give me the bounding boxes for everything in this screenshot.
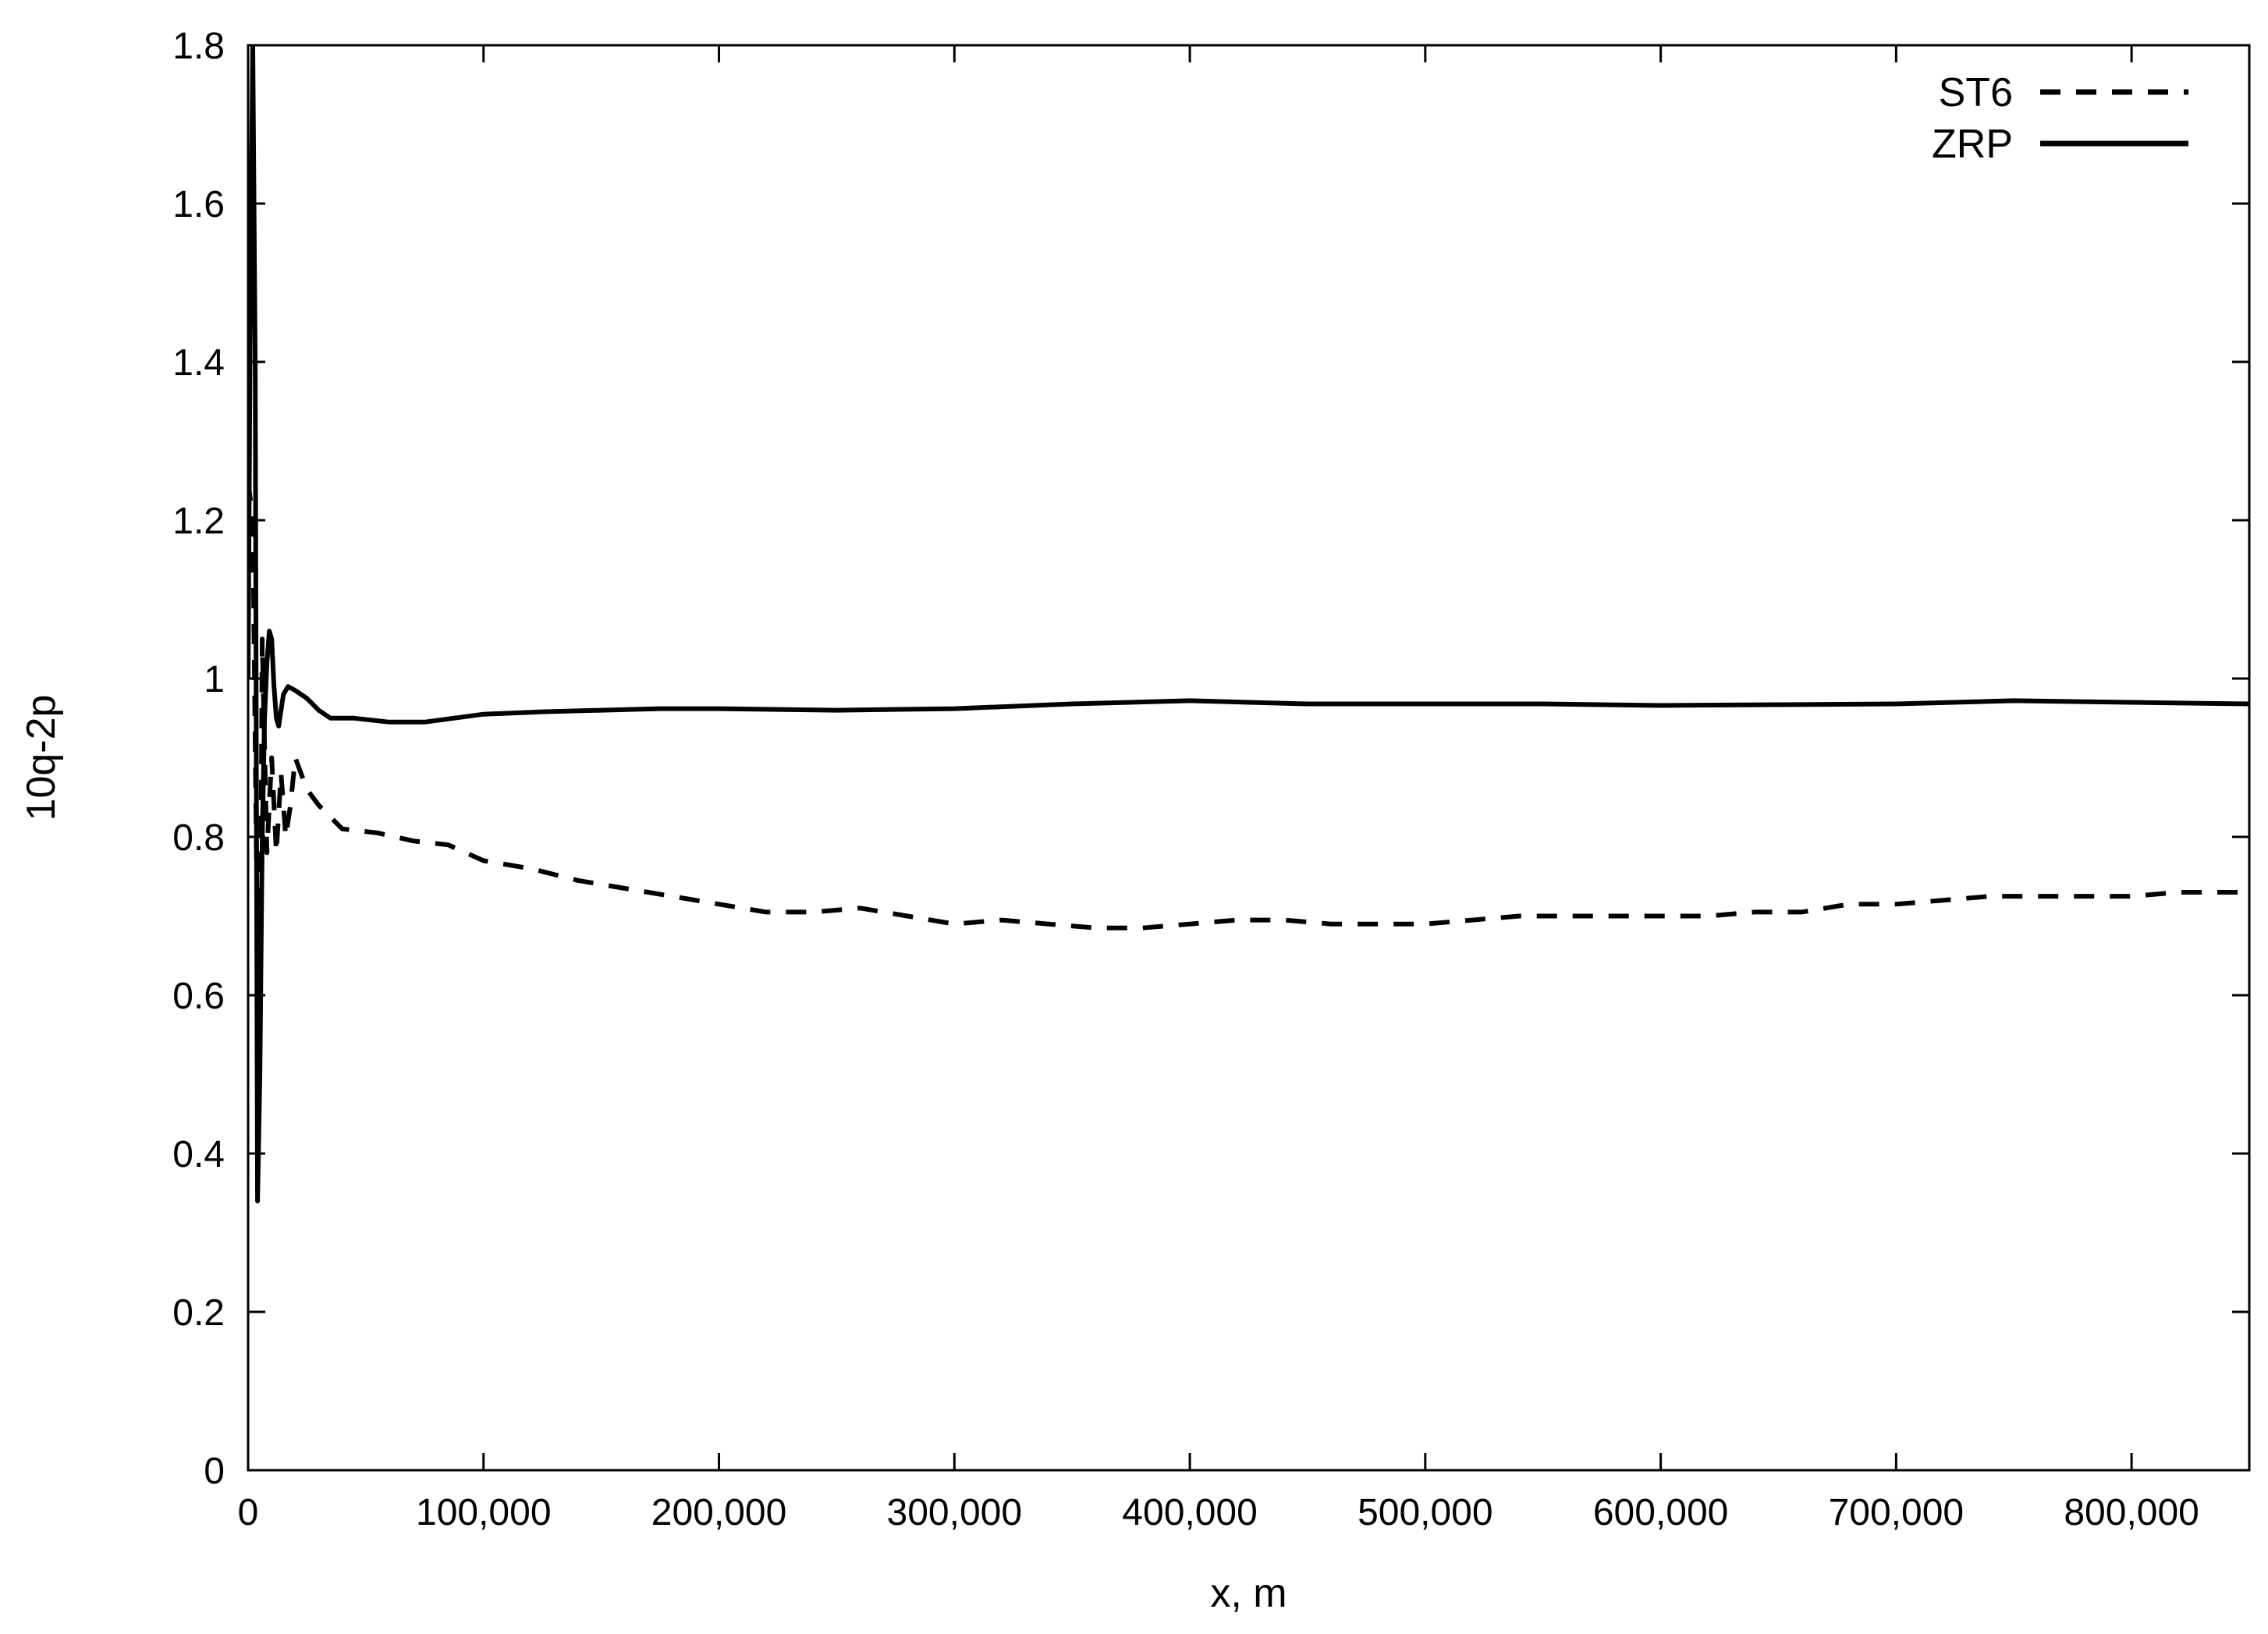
series-layer xyxy=(248,45,2249,1203)
x-tick-label: 300,000 xyxy=(887,1492,1023,1533)
x-tick-label: 700,000 xyxy=(1829,1492,1965,1533)
legend-label: ZRP xyxy=(1932,122,2013,167)
y-tick-label: 1.6 xyxy=(172,184,225,225)
x-tick-label: 100,000 xyxy=(416,1492,552,1533)
x-tick-label: 200,000 xyxy=(651,1492,787,1533)
legend: ST6 ZRP xyxy=(1932,70,2188,167)
y-axis-title: 10q-2p xyxy=(19,695,64,821)
x-tick-label: 400,000 xyxy=(1122,1492,1258,1533)
series-line-zrp xyxy=(248,45,2249,1203)
plot-border xyxy=(247,44,2251,1472)
x-tick-label: 800,000 xyxy=(2064,1492,2199,1533)
y-tick-label: 0.4 xyxy=(172,1134,225,1175)
series-line-st6 xyxy=(248,480,2249,1037)
y-tick-label: 0.8 xyxy=(172,817,225,859)
y-tick-label: 1 xyxy=(204,659,225,700)
legend-label: ST6 xyxy=(1939,70,2013,115)
x-axis-title: x, m xyxy=(1210,1571,1287,1616)
y-tick-label: 0 xyxy=(204,1451,225,1492)
x-axis-ticks: 0 100,000 200,000 300,000 400,000 500,000 600,… xyxy=(238,45,2199,1533)
y-tick-label: 1.2 xyxy=(172,501,225,542)
x-tick-label: 600,000 xyxy=(1593,1492,1729,1533)
y-tick-label: 0.6 xyxy=(172,976,225,1017)
y-axis-ticks: 0 0.2 0.4 0.6 0.8 1 1.2 1.4 1.6 1.8 xyxy=(172,26,2249,1492)
plot-frame xyxy=(247,44,2251,1472)
y-tick-label: 0.2 xyxy=(172,1292,225,1334)
y-tick-label: 1.8 xyxy=(172,26,225,67)
y-tick-label: 1.4 xyxy=(172,342,225,384)
x-tick-label: 500,000 xyxy=(1358,1492,1493,1533)
x-tick-label: 0 xyxy=(238,1492,259,1533)
